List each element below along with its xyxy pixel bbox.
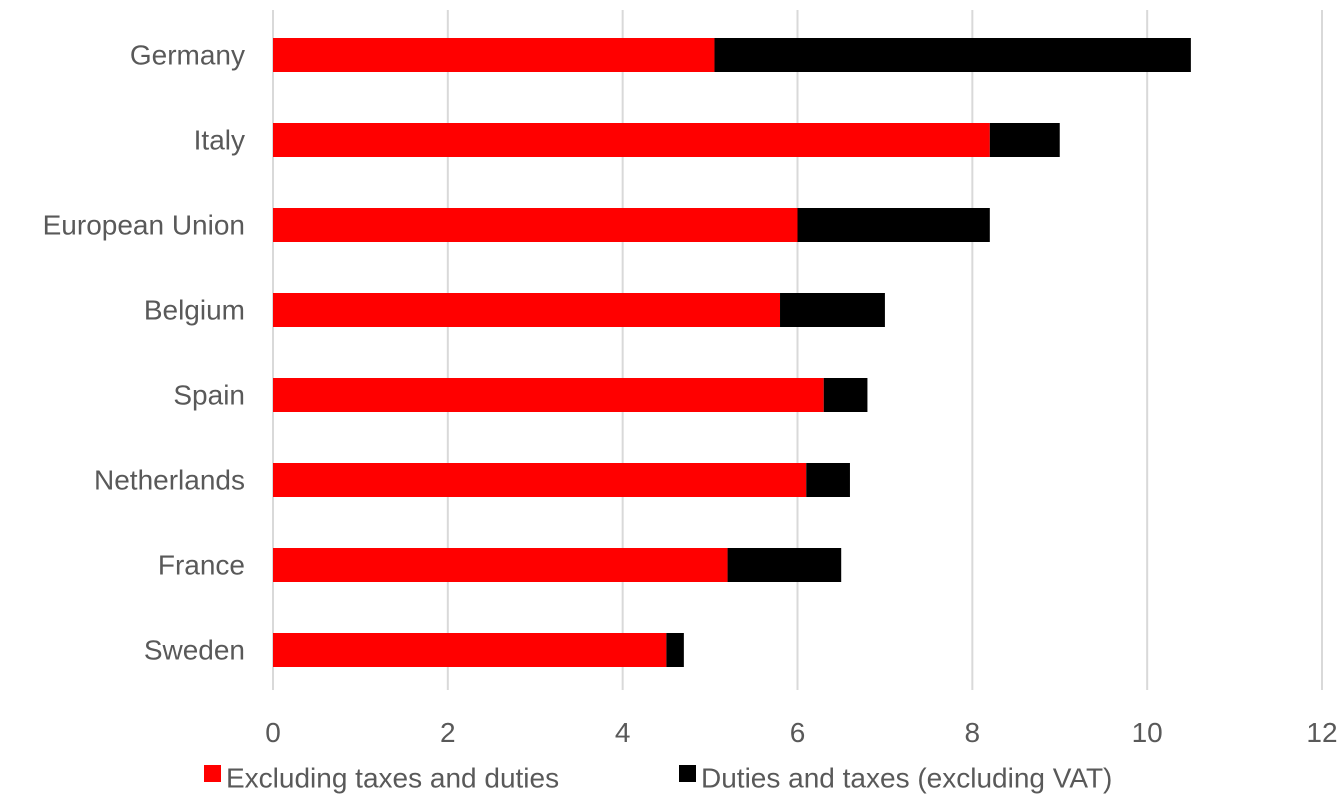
category-label: Spain [173,380,245,411]
x-tick-label: 2 [440,717,456,748]
category-label: Netherlands [94,465,245,496]
bar-european-union-series-1 [273,208,798,242]
bar-spain-series-2 [823,378,868,412]
x-tick-label: 4 [615,717,631,748]
x-tick-label: 6 [790,717,806,748]
category-label: Belgium [144,295,245,326]
category-label: Italy [194,125,245,156]
x-tick-label: 12 [1306,717,1337,748]
legend-label-1: Excluding taxes and duties [226,763,559,794]
bar-netherlands-series-2 [806,463,850,497]
bar-germany-series-1 [273,38,715,72]
bar-spain-series-1 [273,378,824,412]
bars [273,38,1191,667]
category-label: France [158,550,245,581]
bar-france-series-1 [273,548,728,582]
x-tick-label: 8 [965,717,981,748]
bar-sweden-series-2 [666,633,684,667]
bar-netherlands-series-1 [273,463,807,497]
category-label: European Union [43,210,245,241]
bar-italy-series-1 [273,123,990,157]
bar-belgium-series-1 [273,293,781,327]
legend-swatch-1 [204,765,221,782]
legend: Excluding taxes and duties Duties and tax… [204,763,1112,794]
bar-sweden-series-1 [273,633,667,667]
bar-italy-series-2 [989,123,1060,157]
legend-swatch-2 [679,765,696,782]
x-tick-label: 10 [1132,717,1163,748]
category-axis: Germany Italy European Union Belgium Spain Ne… [43,40,245,666]
x-tick-label: 0 [265,717,281,748]
bar-european-union-series-2 [797,208,990,242]
category-label: Germany [130,40,245,71]
bar-germany-series-2 [714,38,1191,72]
legend-label-2: Duties and taxes (excluding VAT) [701,763,1112,794]
gridlines [272,10,1323,690]
category-label: Sweden [144,635,245,666]
bar-belgium-series-2 [780,293,885,327]
value-axis: 0 2 4 6 8 10 12 [265,717,1337,748]
bar-france-series-2 [727,548,842,582]
